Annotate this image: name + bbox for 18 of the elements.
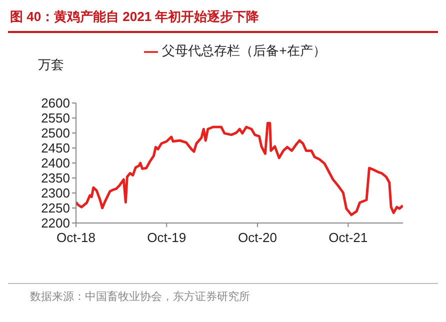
legend-label: 父母代总存栏（后备+在产） (162, 43, 326, 58)
x-tick-label: Oct-20 (238, 230, 278, 246)
y-tick-label: 2550 (41, 110, 70, 126)
y-tick-label: 2300 (41, 186, 70, 201)
x-tick-label: Oct-21 (328, 230, 368, 246)
y-tick-label: 2200 (41, 216, 70, 231)
chart-title: 图 40：黄鸡产能自 2021 年初开始逐步下降 (10, 9, 260, 24)
y-tick-label: 2600 (41, 96, 70, 111)
x-tick-label: Oct-19 (147, 230, 186, 246)
y-tick-label: 2350 (41, 170, 70, 186)
x-tick-label: Oct-18 (56, 230, 96, 246)
y-axis-title: 万套 (38, 56, 64, 74)
line-series (76, 122, 403, 216)
y-tick-label: 2500 (41, 126, 70, 141)
y-tick-label: 2450 (41, 140, 70, 156)
y-tick-label: 2400 (41, 156, 70, 171)
source-note: 数据来源：中国畜牧业协会，东方证券研究所 (30, 290, 250, 304)
y-tick-label: 2250 (41, 200, 70, 216)
